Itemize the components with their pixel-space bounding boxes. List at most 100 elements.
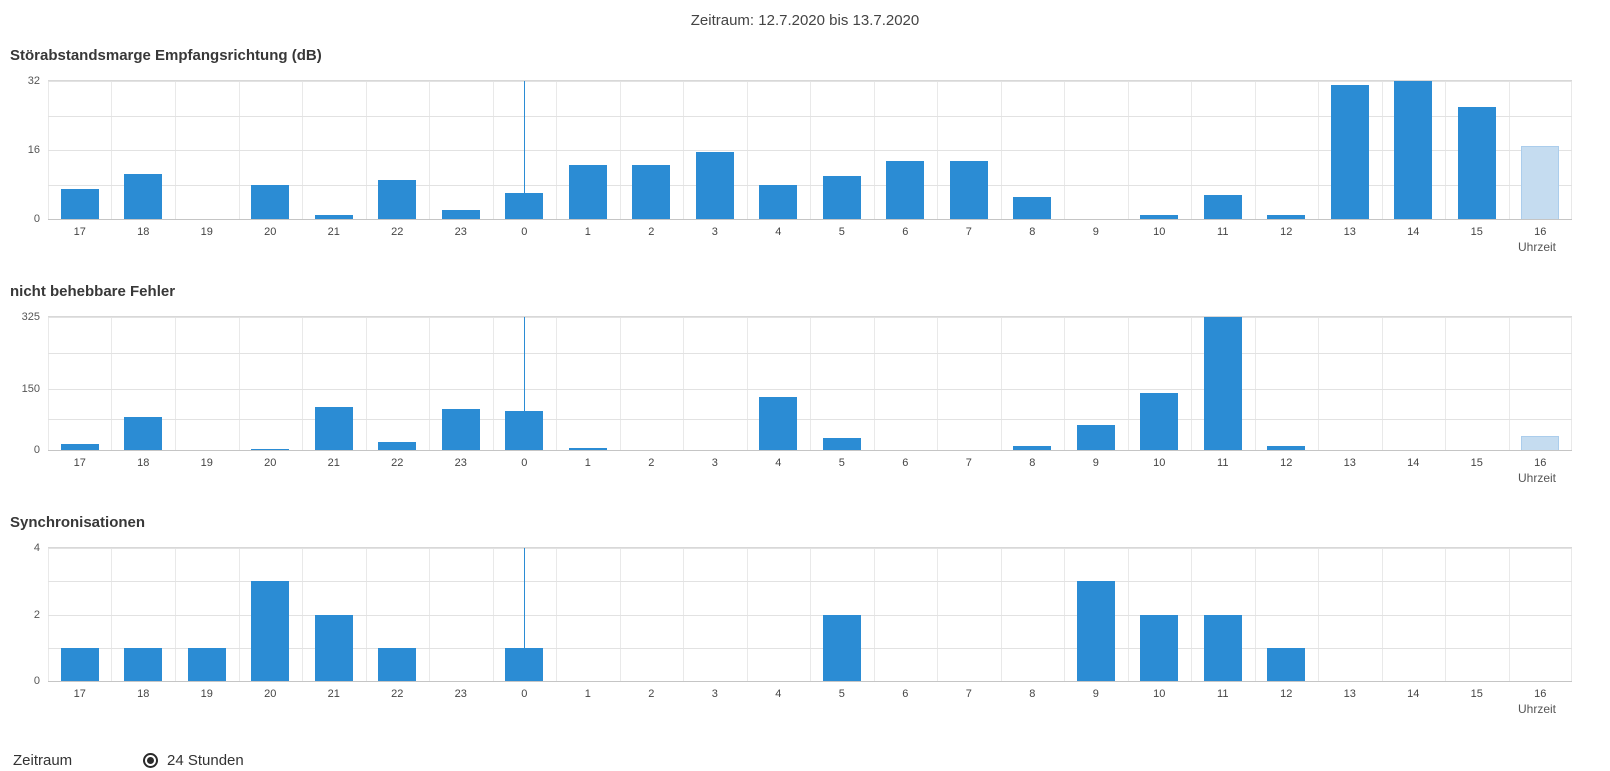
x-tick-label-10: 10 [1153,457,1166,469]
bar-hour-0 [505,411,544,450]
bar-hour-18 [124,173,163,219]
bar-hour-19 [187,647,226,681]
x-tick-label-13: 13 [1343,226,1356,238]
bar-hour-10 [1140,214,1179,219]
gridline-vertical [1254,317,1256,450]
y-tick-label-2: 2 [33,608,40,621]
bar-hour-5 [822,175,861,219]
bar-hour-18 [124,417,163,450]
radio-dot [147,757,154,764]
gridline-horizontal [48,184,1572,186]
x-tick-label-14: 14 [1407,688,1420,700]
x-tick-label-9: 9 [1092,688,1099,700]
x-tick-label-9: 9 [1092,226,1099,238]
chart-snr-margin-x-labels: 17 18 19 20 21 22 23 0 1 2 3 4 5 6 7 8 9 10 11 12 13 14 15 16 [48,226,1572,239]
gridline-vertical [1318,317,1319,450]
x-tick-label-10: 10 [1153,688,1166,700]
gridline-vertical [1508,317,1510,450]
x-tick-label-23: 23 [454,688,467,700]
x-tick-label-23: 23 [454,457,467,469]
x-tick-label-17: 17 [73,457,86,469]
x-tick-label-2: 2 [648,457,655,469]
radio-selected-icon[interactable] [143,753,158,768]
y-tick-label-0: 0 [33,444,40,456]
x-tick-label-5: 5 [838,688,845,700]
gridline-vertical [301,317,303,450]
bar-hour-0 [505,647,544,681]
x-tick-label-4: 4 [775,688,782,700]
chart-snr-margin-plot: 0 16 32 [28,75,1572,225]
x-tick-label-21: 21 [327,226,340,238]
x-tick-label-21: 21 [327,457,340,469]
x-tick-label-19: 19 [200,688,213,700]
x-tick-label-23: 23 [454,226,467,238]
bar-hour-17 [60,647,99,681]
x-tick-label-5: 5 [838,226,845,238]
chart-snr-margin: 0 16 32 17 18 19 20 21 22 23 0 1 2 3 4 5 6 7 8 9 10 11 12 13 14… [28,75,1572,254]
bar-hour-1 [568,447,607,450]
gridline-vertical [1127,317,1129,450]
x-tick-label-22: 22 [391,688,404,700]
bar-hour-1 [568,165,607,219]
bar-hour-23 [441,210,480,219]
x-tick-label-17: 17 [73,688,86,700]
y-tick-label-325: 325 [21,311,40,323]
gridline-vertical [810,317,811,450]
gridline-vertical [365,317,367,450]
y-tick-label-4: 4 [33,542,40,554]
bar-hour-17 [60,188,99,219]
bar-hour-20 [251,581,290,681]
gridline-vertical [238,317,240,450]
bar-hour-0 [505,193,544,219]
x-tick-label-0: 0 [521,688,528,700]
x-tick-label-11: 11 [1217,457,1229,469]
x-tick-label-6: 6 [902,226,909,238]
bar-hour-20 [251,184,290,219]
x-tick-label-9: 9 [1092,457,1099,469]
gridline-horizontal [48,317,1572,318]
x-tick-label-2: 2 [648,226,655,238]
x-tick-label-14: 14 [1407,226,1420,238]
x-tick-label-3: 3 [711,457,718,469]
gridline-vertical [873,317,875,450]
x-tick-label-16: 16 [1534,457,1547,469]
bar-hour-22 [378,647,417,681]
radio-option-label: 24 Stunden [167,752,244,769]
x-tick-label-12: 12 [1280,688,1293,700]
gridline-vertical [174,317,176,450]
x-tick-label-18: 18 [137,688,150,700]
bar-hour-4 [759,184,798,219]
gridline-vertical [1000,317,1002,450]
x-tick-label-15: 15 [1470,688,1483,700]
gridline-vertical [1571,317,1572,450]
gridline-vertical [1191,317,1192,450]
midnight-separator-line [524,81,526,219]
bar-hour-12 [1267,647,1306,681]
radio-option-24-hours[interactable]: 24 Stunden [143,752,244,769]
x-tick-label-5: 5 [838,457,845,469]
x-tick-label-19: 19 [200,457,213,469]
bar-hour-4 [759,396,798,450]
gridline-horizontal [48,81,1572,82]
x-tick-label-21: 21 [327,688,340,700]
x-tick-label-17: 17 [73,226,86,238]
chart-synchronizations-x-labels: 17 18 19 20 21 22 23 0 1 2 3 4 5 6 7 8 9 10 11 12 13 14 15 16 [48,688,1572,701]
x-tick-label-11: 11 [1217,688,1229,700]
bar-hour-14 [1394,81,1433,219]
x-tick-label-10: 10 [1153,226,1166,238]
gridline-horizontal [48,419,1572,421]
x-tick-label-15: 15 [1470,226,1483,238]
x-tick-label-19: 19 [200,226,213,238]
bar-hour-5 [822,614,861,681]
bar-hour-21 [314,614,353,681]
y-tick-label-16: 16 [27,144,40,156]
bar-hour-9 [1076,581,1115,681]
gridline-horizontal [48,548,1572,549]
gridline-horizontal [48,352,1572,354]
x-tick-label-13: 13 [1343,457,1356,469]
chart-title-synchronizations: Synchronisationen [10,514,146,531]
x-tick-label-18: 18 [137,457,150,469]
bar-incomplete-hour-16 [1521,145,1560,219]
x-tick-label-1: 1 [584,226,591,238]
gridline-vertical [48,317,49,450]
